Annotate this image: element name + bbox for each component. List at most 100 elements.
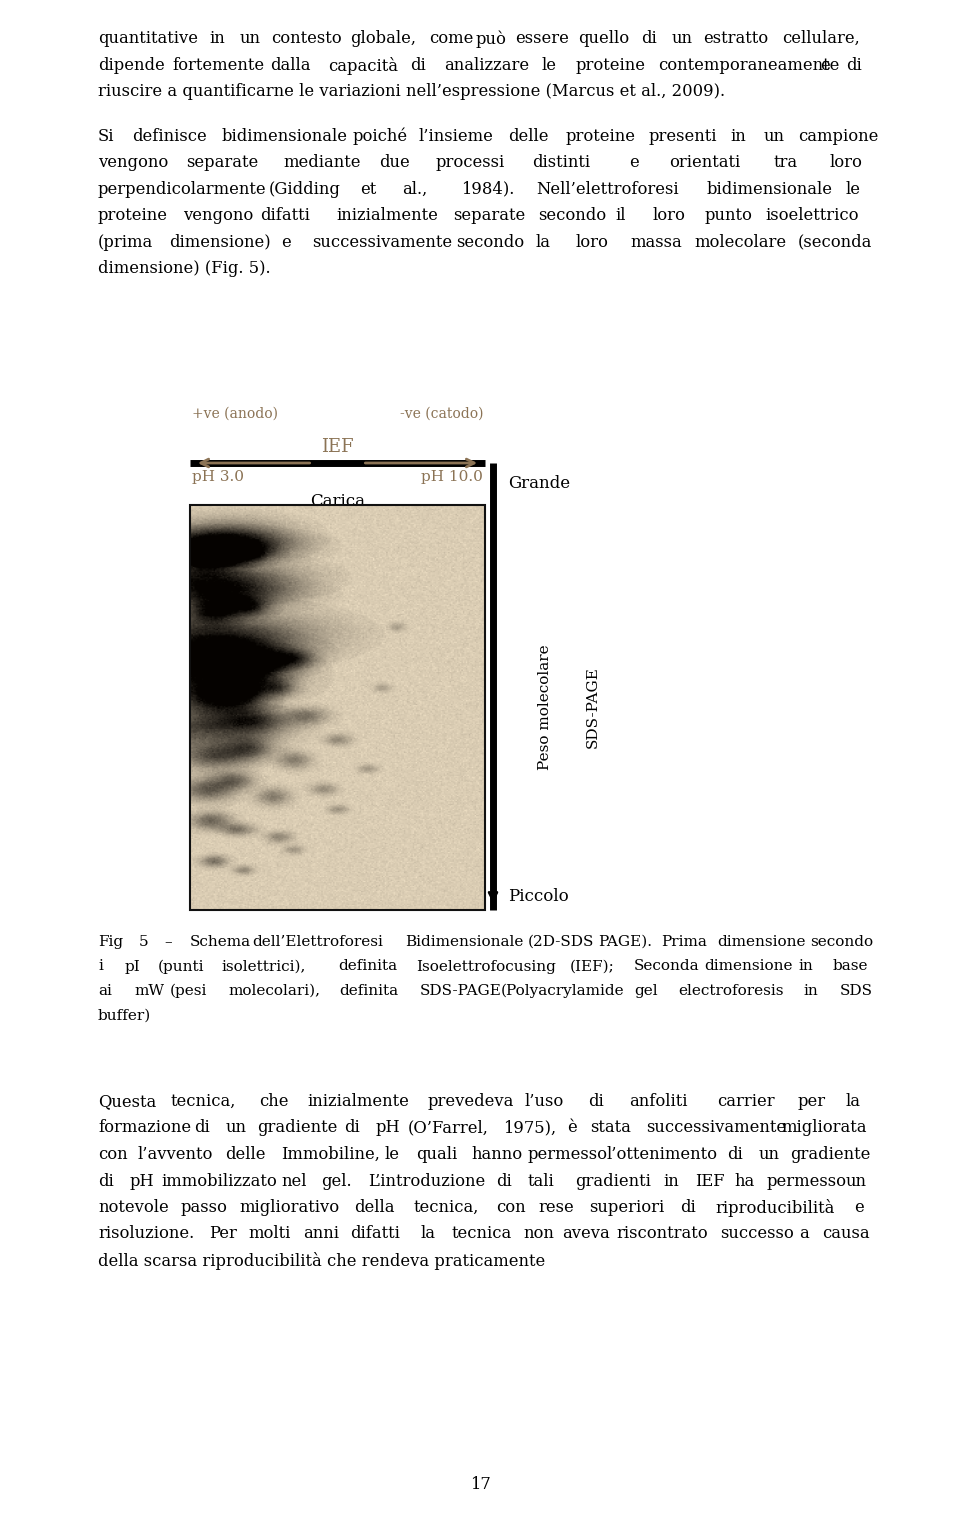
Text: carrier: carrier [717,1092,775,1110]
Text: riuscire a quantificarne le variazioni nell’espressione (Marcus et al., 2009).: riuscire a quantificarne le variazioni n… [98,83,725,100]
Text: la: la [846,1092,861,1110]
Text: +ve (anodo): +ve (anodo) [192,408,278,421]
Text: massa: massa [631,233,683,250]
Text: electroforesis: electroforesis [678,985,783,998]
Text: tecnica,: tecnica, [413,1198,479,1217]
Text: vengono: vengono [183,208,253,224]
Text: pH 3.0: pH 3.0 [192,470,244,483]
Text: gradiente: gradiente [790,1145,870,1164]
Text: base: base [832,959,868,974]
Text: e: e [629,155,638,171]
Text: (O’Farrel,: (O’Farrel, [407,1120,489,1136]
Text: pI: pI [124,959,140,974]
Text: in: in [663,1173,679,1189]
Text: proteine: proteine [576,56,646,74]
Text: formazione: formazione [98,1120,191,1136]
Text: di: di [846,56,862,74]
Text: successivamente: successivamente [646,1120,786,1136]
Text: globale,: globale, [350,30,416,47]
Text: bidimensionale: bidimensionale [707,180,833,197]
Text: fortemente: fortemente [172,56,264,74]
Text: i: i [98,959,103,974]
Text: di: di [641,30,657,47]
Text: l’insieme: l’insieme [418,127,492,144]
Text: causa: causa [822,1226,870,1242]
Text: tecnica: tecnica [452,1226,513,1242]
Text: un: un [226,1120,246,1136]
Text: di: di [727,1145,742,1164]
Text: la: la [421,1226,436,1242]
Text: della scarsa riproducibilità che rendeva praticamente: della scarsa riproducibilità che rendeva… [98,1251,545,1270]
Text: definita: definita [339,985,398,998]
Text: nel: nel [281,1173,306,1189]
Text: Seconda: Seconda [634,959,699,974]
Text: Isoelettrofocusing: Isoelettrofocusing [417,959,556,974]
Text: Per: Per [209,1226,237,1242]
Text: per: per [798,1092,826,1110]
Text: separate: separate [454,208,526,224]
Text: (seconda: (seconda [798,233,873,250]
Text: Schema: Schema [189,935,251,948]
Text: un: un [764,127,785,144]
Text: IEF: IEF [695,1173,725,1189]
Text: bidimensionale: bidimensionale [222,127,348,144]
Text: di: di [496,1173,512,1189]
Text: con: con [496,1198,526,1217]
Text: molecolari),: molecolari), [228,985,321,998]
Text: difatti: difatti [350,1226,400,1242]
Text: ha: ha [734,1173,755,1189]
Text: (punti: (punti [158,959,204,974]
Text: molti: molti [248,1226,291,1242]
Text: migliorata: migliorata [781,1120,867,1136]
Text: distinti: distinti [532,155,590,171]
Text: non: non [523,1226,554,1242]
Text: è: è [566,1120,577,1136]
Text: IEF: IEF [322,438,354,456]
Text: definita: definita [338,959,396,974]
Text: gradiente: gradiente [256,1120,337,1136]
Text: loro: loro [652,208,685,224]
Text: –: – [164,935,172,948]
Text: superiori: superiori [589,1198,664,1217]
Text: loro: loro [829,155,863,171]
Text: presenti: presenti [648,127,716,144]
Text: SDS-PAGE: SDS-PAGE [586,667,600,748]
Text: le: le [542,56,557,74]
Text: di: di [588,1092,604,1110]
Text: essere: essere [515,30,568,47]
Text: in: in [799,959,813,974]
Text: pH: pH [130,1173,155,1189]
Text: poiché: poiché [352,127,407,145]
Text: di: di [681,1198,696,1217]
Text: dimensione: dimensione [705,959,793,974]
Text: capacità: capacità [328,56,398,74]
Text: successo: successo [720,1226,794,1242]
Text: anni: anni [303,1226,339,1242]
Text: dimensione) (Fig. 5).: dimensione) (Fig. 5). [98,261,271,277]
Text: dipende: dipende [98,56,165,74]
Text: gel.: gel. [321,1173,351,1189]
Text: Piccolo: Piccolo [508,888,568,904]
Text: Carica: Carica [310,492,365,511]
Text: secondo: secondo [809,935,873,948]
Bar [190,504,485,911]
Text: immobilizzato: immobilizzato [161,1173,277,1189]
Text: delle: delle [508,127,548,144]
Text: -ve (catodo): -ve (catodo) [399,408,483,421]
Text: in: in [804,985,818,998]
Text: orientati: orientati [669,155,740,171]
Text: (Gidding: (Gidding [269,180,341,197]
Text: passo: passo [180,1198,228,1217]
Text: l’avvento: l’avvento [137,1145,213,1164]
Text: (IEF);: (IEF); [570,959,614,974]
Text: vengono: vengono [98,155,168,171]
Text: al.,: al., [402,180,428,197]
Text: SDS-PAGE: SDS-PAGE [420,985,502,998]
Text: riscontrato: riscontrato [617,1226,708,1242]
Text: mW: mW [134,985,164,998]
Text: e: e [854,1198,864,1217]
Text: Questa: Questa [98,1092,156,1110]
Text: risoluzione.: risoluzione. [98,1226,194,1242]
Text: stata: stata [590,1120,632,1136]
Text: e: e [281,233,291,250]
